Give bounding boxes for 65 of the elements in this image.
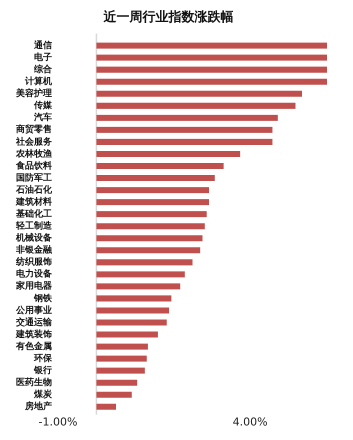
bar (96, 392, 132, 398)
y-tick-label: 环保 (33, 352, 53, 364)
bar (96, 307, 170, 314)
bar (96, 283, 180, 290)
bar (96, 199, 210, 206)
bar (96, 344, 148, 350)
bar (96, 66, 327, 73)
bar (96, 332, 158, 338)
y-tick-label: 国防军工 (16, 172, 52, 184)
x-tick-label: -1.00% (38, 415, 78, 428)
bar (96, 126, 272, 133)
bar (96, 211, 207, 218)
y-tick-label: 通信 (33, 40, 52, 51)
y-tick-label: 轻工制造 (15, 220, 53, 232)
y-tick-label: 电力设备 (16, 268, 53, 280)
y-tick-label: 美容护理 (15, 88, 52, 100)
y-tick-label: 家用电器 (15, 280, 52, 292)
y-tick-label: 综合 (33, 64, 53, 76)
bar (96, 54, 327, 61)
y-tick-label: 食品饮料 (15, 160, 52, 172)
bar (96, 102, 296, 109)
y-tick-label: 煤炭 (33, 389, 53, 400)
bar (96, 150, 240, 157)
y-tick-label: 汽车 (33, 112, 52, 124)
y-tick-label: 有色金属 (15, 340, 52, 352)
y-tick-label: 机械设备 (15, 232, 53, 244)
y-tick-label: 医药生物 (16, 377, 52, 388)
bar (96, 320, 167, 326)
y-tick-label: 公用事业 (15, 304, 52, 316)
bar (96, 235, 202, 242)
bar (96, 187, 210, 194)
y-tick-label: 交通运输 (15, 316, 53, 328)
y-tick-label: 农林牧渔 (15, 148, 52, 160)
bar (96, 162, 224, 170)
y-tick-label: 纺织服饰 (15, 256, 52, 268)
y-tick-label: 电子 (34, 52, 52, 63)
bar (96, 404, 116, 410)
bar (96, 380, 138, 386)
bar (96, 223, 205, 230)
bar (96, 42, 327, 49)
bar (96, 175, 215, 182)
y-tick-label: 商贸零售 (15, 124, 52, 136)
bar (96, 368, 145, 374)
bar (96, 259, 192, 266)
y-tick-label: 计算机 (24, 76, 52, 88)
y-tick-label: 石油石化 (15, 184, 53, 196)
bar (96, 114, 278, 121)
y-tick-label: 社会服务 (15, 136, 52, 148)
bar (96, 90, 302, 97)
y-tick-label: 房地产 (24, 401, 52, 412)
y-tick-label: 传媒 (33, 100, 53, 112)
bar (96, 78, 327, 85)
y-tick-label: 银行 (33, 365, 52, 376)
bar (96, 247, 200, 254)
y-tick-label: 建筑装饰 (15, 328, 52, 340)
x-tick-label: 4.00% (232, 415, 268, 428)
bar (96, 138, 272, 145)
chart-title: 近一周行业指数涨跌幅 (102, 9, 234, 26)
bar (96, 295, 172, 302)
bar (96, 271, 185, 278)
y-tick-label: 非银金融 (15, 244, 53, 256)
bar (96, 356, 147, 362)
y-tick-label: 钢铁 (33, 292, 53, 304)
y-tick-label: 基础化工 (15, 208, 52, 220)
y-tick-label: 建筑材料 (15, 196, 52, 208)
